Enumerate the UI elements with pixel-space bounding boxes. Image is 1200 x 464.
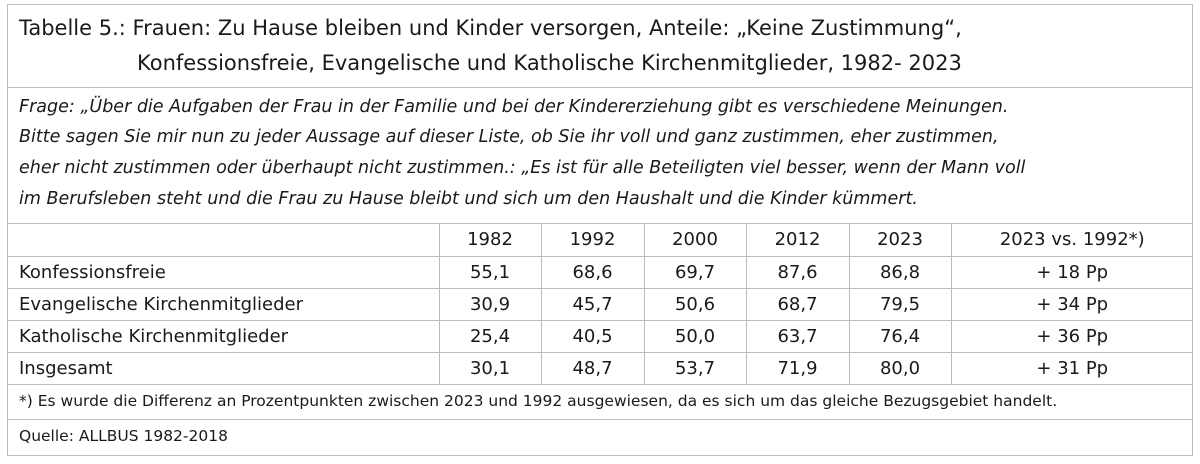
row-label: Konfessionsfreie	[7, 255, 440, 289]
source-text: Quelle: ALLBUS 1982-2018	[19, 427, 228, 445]
header-row: 1982 1992 2000 2012 2023 2023 vs. 1992*)	[7, 224, 1193, 257]
table-cell: 55,1	[438, 255, 542, 289]
table-cell: 63,7	[745, 319, 850, 353]
header-cell: 1992	[540, 224, 645, 257]
table-cell: + 18 Pp	[950, 255, 1193, 289]
source: Quelle: ALLBUS 1982-2018	[7, 420, 1193, 456]
header-cell	[7, 224, 440, 257]
table-row: Evangelische Kirchenmitglieder 30,9 45,7…	[7, 287, 1193, 321]
question-line-3: eher nicht zustimmen oder überhaupt nich…	[19, 158, 1026, 178]
header-cell: 2000	[643, 224, 747, 257]
table-cell: 80,0	[848, 351, 952, 385]
table-cell: 68,6	[540, 255, 645, 289]
row-label: Evangelische Kirchenmitglieder	[7, 287, 440, 321]
table-cell: 50,6	[643, 287, 747, 321]
table-cell: + 31 Pp	[950, 351, 1193, 385]
table-row: Katholische Kirchenmitglieder 25,4 40,5 …	[7, 319, 1193, 353]
table-cell: 87,6	[745, 255, 850, 289]
title-line-1: Tabelle 5.: Frauen: Zu Hause bleiben und…	[19, 16, 962, 40]
table-cell: 79,5	[848, 287, 952, 321]
table-cell: 53,7	[643, 351, 747, 385]
question-line-2: Bitte sagen Sie mir nun zu jeder Aussage…	[19, 127, 999, 147]
row-label: Katholische Kirchenmitglieder	[7, 319, 440, 353]
row-label: Insgesamt	[7, 351, 440, 385]
table-cell: 50,0	[643, 319, 747, 353]
table-cell: 48,7	[540, 351, 645, 385]
table-row: Konfessionsfreie 55,1 68,6 69,7 87,6 86,…	[7, 255, 1193, 289]
table-cell: 69,7	[643, 255, 747, 289]
question-line-1: Frage: „Über die Aufgaben der Frau in de…	[19, 97, 1009, 117]
table-cell: 86,8	[848, 255, 952, 289]
header-cell: 2023 vs. 1992*)	[950, 224, 1193, 257]
table-row: Insgesamt 30,1 48,7 53,7 71,9 80,0 + 31 …	[7, 351, 1193, 385]
question-text: Frage: „Über die Aufgaben der Frau in de…	[7, 88, 1193, 224]
footnote: *) Es wurde die Differenz an Prozentpunk…	[7, 384, 1193, 420]
table-cell: 68,7	[745, 287, 850, 321]
table-cell: 71,9	[745, 351, 850, 385]
table-title: Tabelle 5.: Frauen: Zu Hause bleiben und…	[7, 4, 1193, 88]
footnote-text: *) Es wurde die Differenz an Prozentpunk…	[19, 392, 1058, 410]
table-cell: 45,7	[540, 287, 645, 321]
table-cell: + 36 Pp	[950, 319, 1193, 353]
table-cell: 30,9	[438, 287, 542, 321]
table-cell: 25,4	[438, 319, 542, 353]
header-cell: 2023	[848, 224, 952, 257]
header-cell: 1982	[438, 224, 542, 257]
question-line-4: im Berufsleben steht und die Frau zu Hau…	[19, 189, 918, 209]
table-cell: + 34 Pp	[950, 287, 1193, 321]
data-table: 1982 1992 2000 2012 2023 2023 vs. 1992*)…	[7, 224, 1193, 385]
table-cell: 30,1	[438, 351, 542, 385]
title-line-2: Konfessionsfreie, Evangelische und Katho…	[137, 51, 962, 75]
header-cell: 2012	[745, 224, 850, 257]
table-cell: 76,4	[848, 319, 952, 353]
table-cell: 40,5	[540, 319, 645, 353]
